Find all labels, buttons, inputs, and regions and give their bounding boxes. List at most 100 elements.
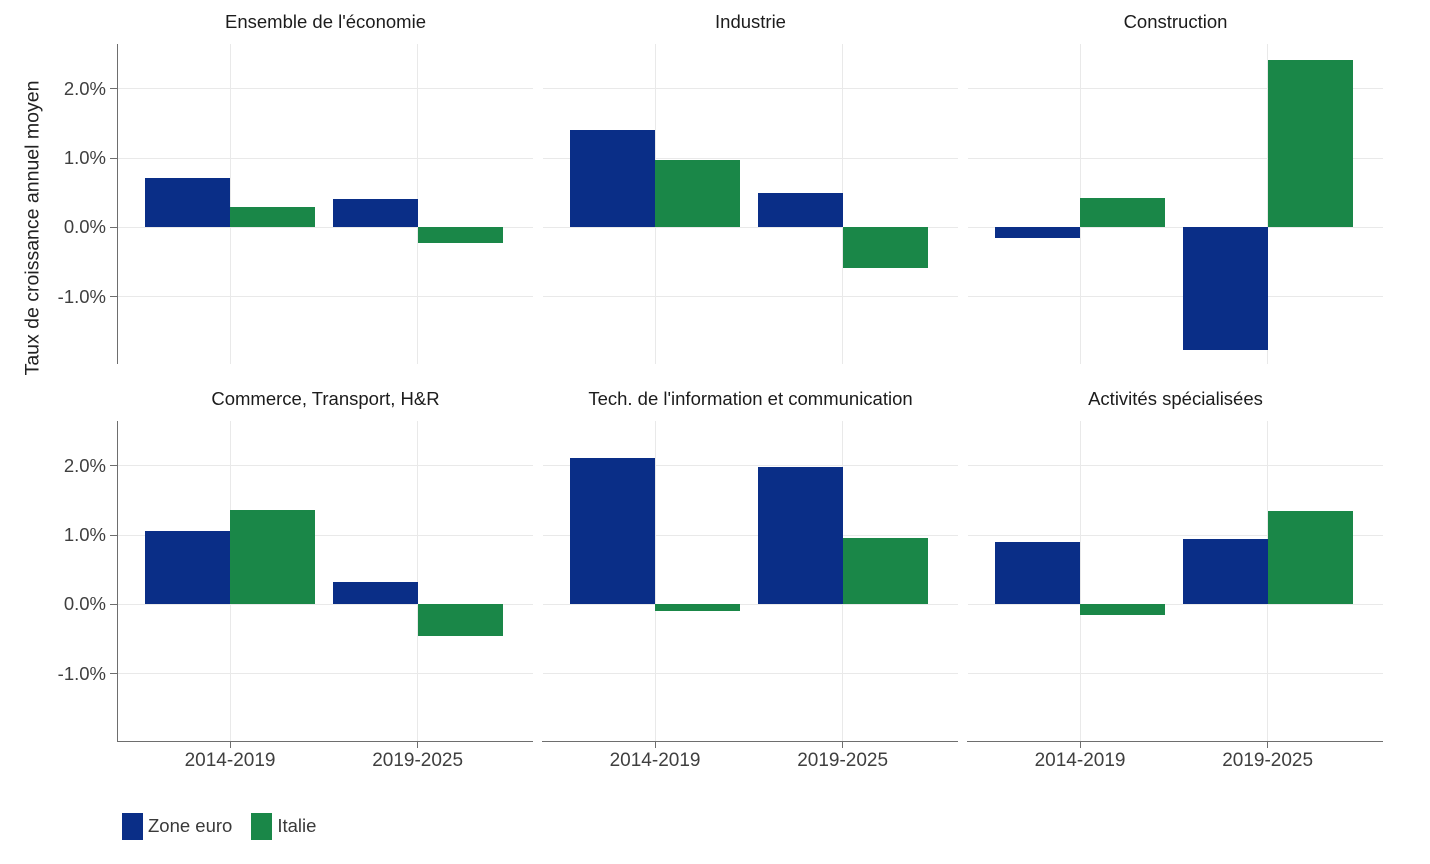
bar-italie-2014-2019 [230,510,316,605]
bar-zone-euro-2019-2025 [332,581,418,605]
bar-zone-euro-2019-2025 [1182,227,1268,351]
x-gridline [654,421,656,741]
bar-zone-euro-2014-2019 [570,130,656,228]
bar-zone-euro-2019-2025 [332,199,418,228]
x-axis-line [967,741,1383,742]
y-gridline [543,534,958,536]
y-gridline [543,226,958,228]
bar-italie-2014-2019 [655,604,741,612]
y-gridline [543,296,958,298]
bar-zone-euro-2019-2025 [757,192,843,228]
bar-italie-2014-2019 [655,160,741,228]
y-tick-mark [110,88,117,90]
bar-italie-2019-2025 [1267,59,1353,228]
y-tick-mark [110,226,117,228]
x-gridline [417,44,419,364]
facet-panel-construction: Construction [968,11,1383,364]
y-gridline [968,465,1383,467]
facet-panel-ensemble-economie: Ensemble de l'économie 2.0% 1.0% 0.0% -1.0% [58,11,533,364]
x-tick-mark [842,741,844,748]
legend-swatch-italie [251,812,273,840]
x-tick-mark [417,741,419,748]
x-axis-line [117,741,533,742]
panel-title: Commerce, Transport, H&R [211,388,440,409]
y-gridline [118,157,533,159]
plot-area: 2.0% 1.0% 0.0% -1.0% [58,44,533,364]
panel-title: Construction [1123,11,1228,32]
x-gridline [842,44,844,364]
y-gridline [118,603,533,605]
y-gridline [118,534,533,536]
x-gridline [229,44,231,364]
y-gridline [118,226,533,228]
plot-area: 2.0% 1.0% 0.0% -1.0% 2014-2019 2019-2025 [58,421,533,771]
y-tick-label: -1.0% [57,662,106,684]
bar-italie-2019-2025 [1267,510,1353,605]
y-gridline [968,157,1383,159]
x-gridline [417,421,419,741]
y-gridline [118,465,533,467]
bar-italie-2014-2019 [230,206,316,228]
y-gridline [118,296,533,298]
panel-title: Activités spécialisées [1088,388,1263,409]
x-tick-label: 2019-2025 [1222,750,1314,771]
y-gridline [968,88,1383,90]
y-tick-mark [110,534,117,536]
x-tick-mark [229,741,231,748]
facet-panel-industrie: Industrie [543,11,958,364]
y-axis-line [117,44,118,364]
bar-italie-2019-2025 [417,604,503,636]
x-tick-label: 2019-2025 [797,750,889,771]
x-tick-label: 2014-2019 [184,750,276,771]
bar-zone-euro-2014-2019 [995,542,1081,605]
facet-panel-activites-specialisees: Activités spécialisées 2014-2019 2019-202… [967,388,1383,771]
y-tick-label: 2.0% [63,454,106,476]
y-gridline [118,88,533,90]
panel-title: Tech. de l'information et communication [588,388,913,409]
y-gridline [968,603,1383,605]
y-axis-line [117,421,118,741]
legend-swatch-zone-euro [122,812,143,840]
y-gridline [968,673,1383,675]
y-gridline [543,88,958,90]
y-gridline [968,296,1383,298]
bar-zone-euro-2014-2019 [145,177,231,228]
bar-zone-euro-2019-2025 [757,466,843,605]
legend-item-italie[interactable]: Italie [251,812,316,840]
x-tick-label: 2014-2019 [609,750,701,771]
facet-panel-commerce-transport: Commerce, Transport, H&R 2.0% 1.0% 0.0% -1.… [58,388,533,771]
legend-item-zone-euro[interactable]: Zone euro [122,812,232,840]
y-tick-mark [110,673,117,675]
bar-italie-2014-2019 [1080,198,1166,228]
x-tick-mark [654,741,656,748]
facet-panel-tech-information: Tech. de l'information et communication … [542,388,958,771]
plot-area [968,44,1383,364]
y-tick-mark [110,296,117,298]
y-gridline [543,673,958,675]
bar-zone-euro-2014-2019 [570,458,656,605]
y-tick-label: -1.0% [57,285,106,307]
x-tick-mark [1079,741,1081,748]
plot-area [543,44,958,364]
panel-title: Ensemble de l'économie [225,11,426,32]
bar-italie-2019-2025 [842,537,928,605]
y-gridline [543,465,958,467]
y-tick-mark [110,157,117,159]
legend: Zone euro Italie [122,812,316,840]
x-tick-label: 2014-2019 [1034,750,1126,771]
panel-title: Industrie [715,11,786,32]
y-tick-mark [110,603,117,605]
bar-italie-2019-2025 [417,227,503,243]
y-tick-label: 1.0% [63,524,106,546]
x-tick-mark [1267,741,1269,748]
y-tick-label: 0.0% [63,216,106,238]
bar-zone-euro-2014-2019 [145,530,231,605]
bar-italie-2014-2019 [1080,604,1166,615]
y-gridline [543,157,958,159]
y-tick-label: 0.0% [63,593,106,615]
y-gridline [118,673,533,675]
y-gridline [543,603,958,605]
plot-area: 2014-2019 2019-2025 [542,421,958,771]
y-tick-label: 2.0% [63,77,106,99]
